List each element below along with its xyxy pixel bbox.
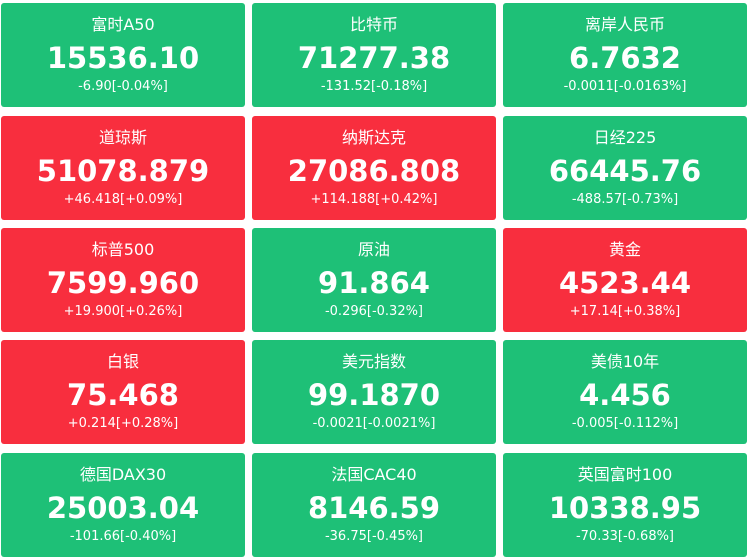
quote-price: 25003.04 [46,491,200,525]
quote-name: 美债10年 [590,352,660,371]
quote-change: -0.0011[-0.0163%] [563,79,687,94]
quote-change: -0.0021[-0.0021%] [312,416,436,431]
quote-price: 91.864 [318,266,430,300]
quote-tile[interactable]: 原油 91.864 -0.296[-0.32%] [252,228,496,332]
quote-change: -36.75[-0.45%] [324,529,424,544]
quote-price: 71277.38 [297,41,451,75]
quote-price: 75.468 [67,378,179,412]
quote-name: 法国CAC40 [331,465,417,484]
quote-tile[interactable]: 黄金 4523.44 +17.14[+0.38%] [503,228,747,332]
quote-change: -6.90[-0.04%] [78,79,168,94]
quote-tile[interactable]: 法国CAC40 8146.59 -36.75[-0.45%] [252,453,496,557]
quote-name: 黄金 [608,240,641,259]
quote-change: -70.33[-0.68%] [575,529,675,544]
quote-name: 原油 [357,240,390,259]
quote-change: +0.214[+0.28%] [67,416,179,431]
quote-name: 美元指数 [341,352,406,371]
quote-tile[interactable]: 比特币 71277.38 -131.52[-0.18%] [252,3,496,107]
quote-change: -0.296[-0.32%] [324,304,424,319]
quote-price: 27086.808 [287,154,461,188]
quote-price: 51078.879 [36,154,210,188]
quote-change: +46.418[+0.09%] [63,192,183,207]
quote-name: 白银 [106,352,139,371]
quote-price: 10338.95 [548,491,702,525]
quote-price: 99.1870 [307,378,441,412]
quote-name: 英国富时100 [577,465,673,484]
quote-name: 德国DAX30 [79,465,167,484]
quote-price: 4.456 [579,378,671,412]
quote-price: 66445.76 [548,154,702,188]
quote-name: 富时A50 [91,15,155,34]
quote-name: 离岸人民币 [584,15,665,34]
quote-tile[interactable]: 美债10年 4.456 -0.005[-0.112%] [503,340,747,444]
quote-name: 标普500 [91,240,155,259]
quote-tile[interactable]: 日经225 66445.76 -488.57[-0.73%] [503,116,747,220]
quote-tile[interactable]: 离岸人民币 6.7632 -0.0011[-0.0163%] [503,3,747,107]
quote-name: 纳斯达克 [341,128,406,147]
quote-tile[interactable]: 英国富时100 10338.95 -70.33[-0.68%] [503,453,747,557]
quote-name: 道琼斯 [98,128,147,147]
quote-tile[interactable]: 富时A50 15536.10 -6.90[-0.04%] [1,3,245,107]
quote-change: -131.52[-0.18%] [320,79,428,94]
quote-change: +19.900[+0.26%] [63,304,183,319]
quote-name: 日经225 [593,128,657,147]
quote-tile[interactable]: 纳斯达克 27086.808 +114.188[+0.42%] [252,116,496,220]
quote-tile[interactable]: 标普500 7599.960 +19.900[+0.26%] [1,228,245,332]
quote-price: 8146.59 [307,491,441,525]
quote-change: -101.66[-0.40%] [69,529,177,544]
quote-change: +114.188[+0.42%] [310,192,438,207]
quote-name: 比特币 [349,15,398,34]
quote-change: -0.005[-0.112%] [571,416,679,431]
quote-price: 7599.960 [46,266,200,300]
quote-tile[interactable]: 白银 75.468 +0.214[+0.28%] [1,340,245,444]
quote-tile[interactable]: 德国DAX30 25003.04 -101.66[-0.40%] [1,453,245,557]
quote-change: -488.57[-0.73%] [571,192,679,207]
quote-tile[interactable]: 道琼斯 51078.879 +46.418[+0.09%] [1,116,245,220]
quote-price: 4523.44 [558,266,692,300]
quote-change: +17.14[+0.38%] [569,304,681,319]
quote-price: 15536.10 [46,41,200,75]
quote-price: 6.7632 [569,41,681,75]
quote-tile[interactable]: 美元指数 99.1870 -0.0021[-0.0021%] [252,340,496,444]
